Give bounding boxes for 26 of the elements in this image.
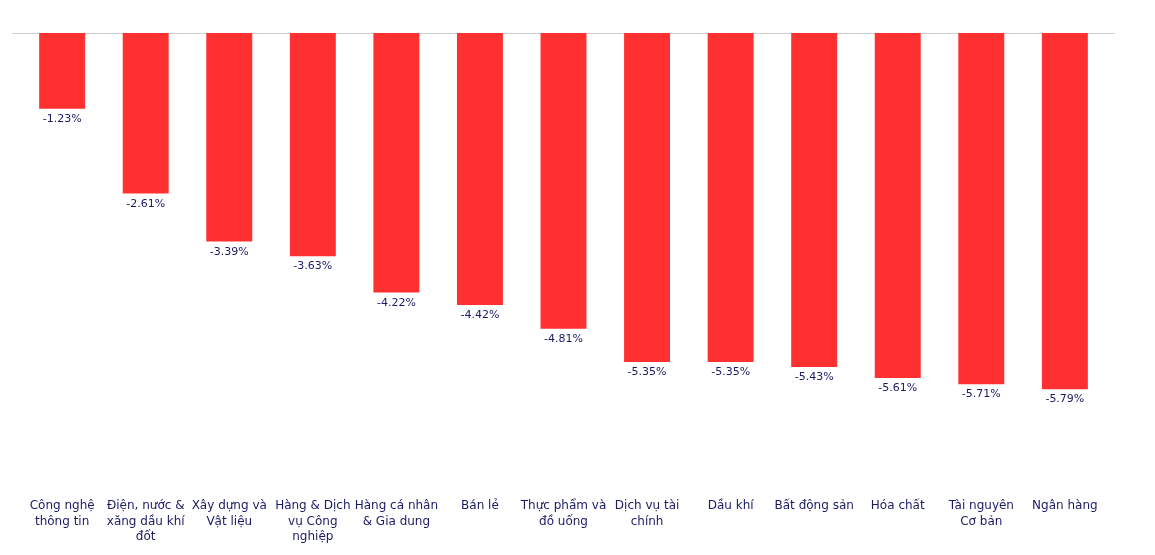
data-label: -1.23% xyxy=(42,111,82,125)
data-label: -5.35% xyxy=(711,365,751,379)
data-label: -3.39% xyxy=(209,244,249,258)
x-tick-label: Hàng & Dịch vụ Công nghiệp xyxy=(275,498,351,544)
data-label: -4.42% xyxy=(460,307,500,321)
x-tick-label: Dịch vụ tài chính xyxy=(614,498,680,528)
x-tick-label: Tài nguyên Cơ bản xyxy=(947,498,1014,528)
data-label: -2.61% xyxy=(126,196,166,210)
x-tick-label: Xây dựng và Vật liệu xyxy=(191,498,267,528)
x-tick-label: Công nghệ thông tin xyxy=(29,498,95,528)
x-tick-label: Thực phẩm và đồ uống xyxy=(519,498,607,528)
data-label: -5.79% xyxy=(1045,392,1085,406)
x-tick-label: Bán lẻ xyxy=(461,498,499,512)
data-label: -5.43% xyxy=(794,370,834,384)
x-tick-label: Hóa chất xyxy=(870,498,925,512)
x-tick-label: Ngân hàng xyxy=(1032,498,1098,512)
data-label: -5.35% xyxy=(627,365,667,379)
data-label: -4.81% xyxy=(544,331,583,345)
x-tick-label: Dầu khí xyxy=(707,498,755,512)
data-label: -5.61% xyxy=(878,381,918,395)
data-label: -5.71% xyxy=(961,387,1001,401)
data-label: -4.22% xyxy=(376,295,416,309)
x-tick-label: Hàng cá nhân & Gia dung xyxy=(354,498,439,528)
data-label: -3.63% xyxy=(293,259,333,273)
x-tick-label: Điện, nước & xăng dầu khí đốt xyxy=(106,498,186,544)
x-tick-label: Bất động sản xyxy=(774,498,854,512)
